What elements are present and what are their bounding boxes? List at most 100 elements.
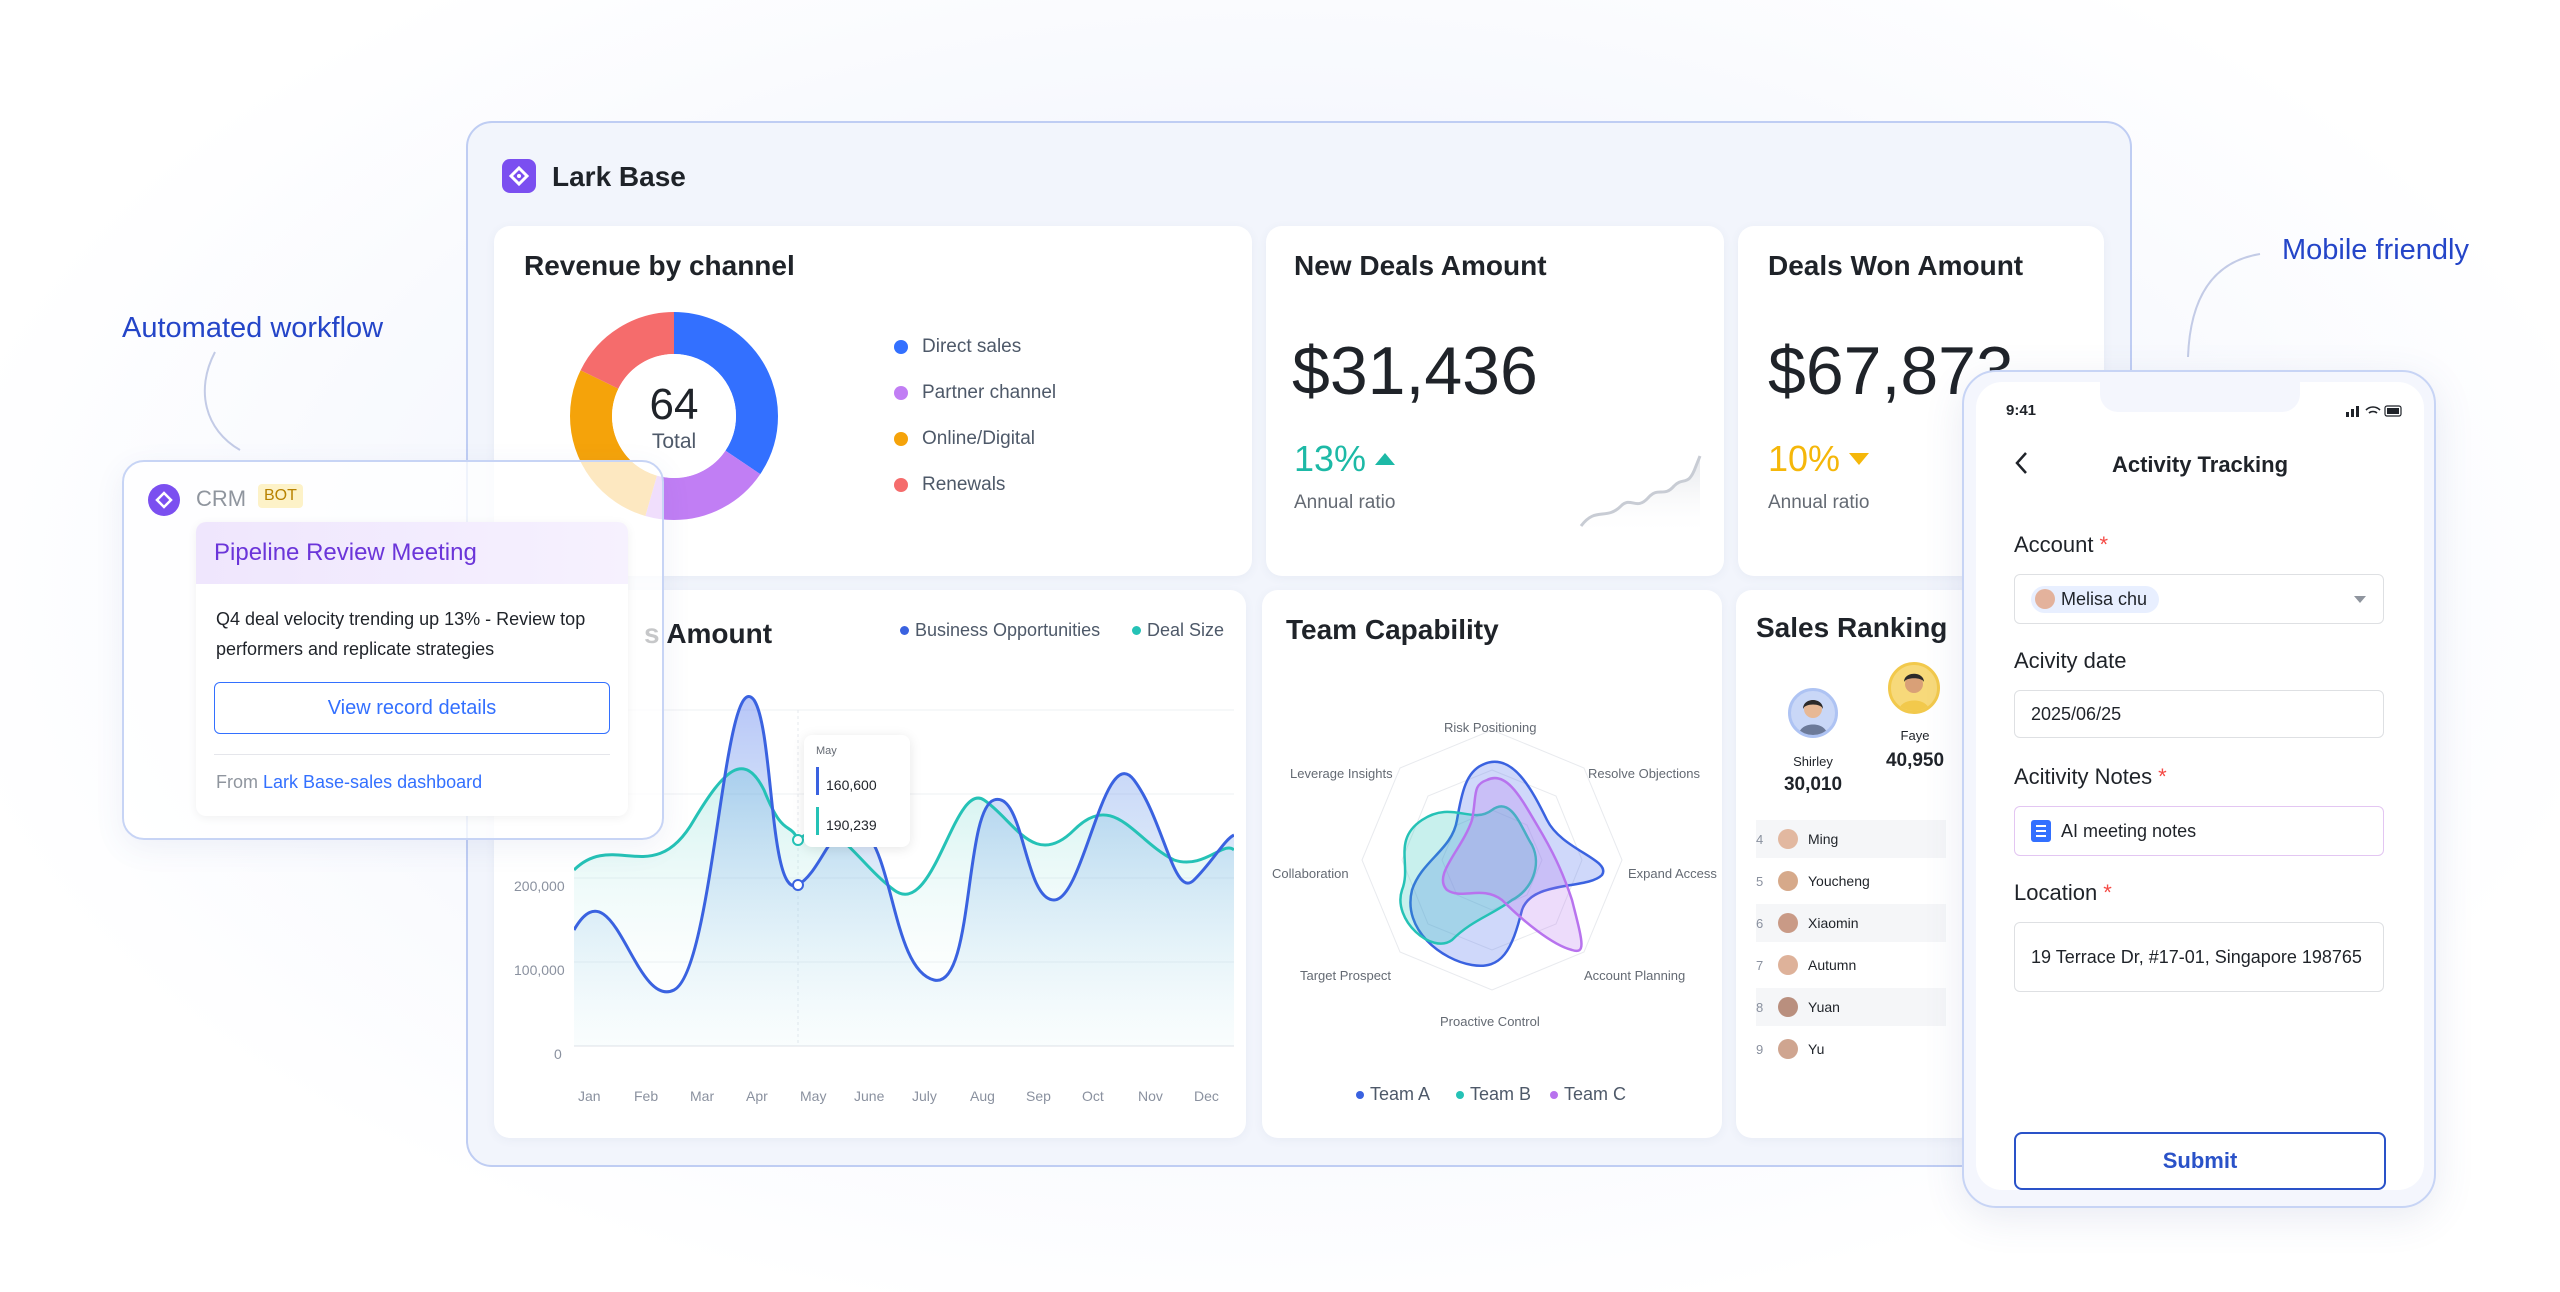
avatar-icon: [1778, 829, 1798, 849]
deals-won-ratio-label: Annual ratio: [1768, 492, 1870, 513]
legend-online-digital: Online/Digital: [894, 428, 1035, 450]
dropdown-caret-icon: [2354, 596, 2366, 603]
ranking-row-7[interactable]: 7 Autumn: [1756, 955, 1857, 975]
new-deals-ratio-label: Annual ratio: [1294, 492, 1396, 513]
team-capability-title: Team Capability: [1286, 614, 1499, 645]
new-deals-title: New Deals Amount: [1294, 250, 1547, 281]
x-tick-apr: Apr: [746, 1088, 768, 1104]
radar-axis-target-prospect: Target Prospect: [1300, 968, 1392, 983]
meeting-title: Pipeline Review Meeting: [214, 539, 477, 566]
avatar-icon: [1778, 997, 1798, 1017]
notes-label: Acitivity Notes *: [2014, 764, 2167, 789]
donut-total-label: Total: [651, 430, 697, 453]
radar-axis-collaboration: Collaboration: [1272, 866, 1349, 881]
x-tick-oct: Oct: [1082, 1088, 1104, 1104]
crm-source-link[interactable]: Lark Base-sales dashboard: [263, 772, 483, 792]
x-tick-dec: Dec: [1194, 1088, 1219, 1104]
revenue-card-title: Revenue by channel: [524, 250, 795, 281]
notes-field[interactable]: AI meeting notes: [2014, 806, 2384, 856]
amount-chart-title: s Amount: [644, 618, 773, 649]
amount-chart-card[interactable]: s Amount Business Opportunities Deal Siz…: [494, 590, 1246, 1138]
avatar-faye: [1888, 662, 1940, 714]
deals-won-ratio: 10%: [1768, 438, 1870, 480]
account-select[interactable]: Melisa chu: [2014, 574, 2384, 624]
may-point-deal-size: [792, 834, 804, 846]
top-value-faye: 40,950: [1885, 750, 1945, 771]
avatar-icon: [1778, 913, 1798, 933]
ranking-row-4[interactable]: 4 Ming: [1756, 820, 1946, 858]
status-icons: [2346, 405, 2402, 417]
ranking-row-8[interactable]: 8 Yuan: [1756, 988, 1946, 1026]
donut-total-value: 64: [649, 380, 699, 429]
avatar-shirley: [1788, 688, 1838, 738]
top-name-shirley: Shirley: [1793, 754, 1833, 769]
mobile-screen: 9:41 Activity Tracking Account * Melisa c…: [1976, 382, 2424, 1190]
top-name-faye: Faye: [1900, 728, 1930, 743]
sales-ranking-card[interactable]: Sales Ranking Shirley 30,010 Faye 40,950…: [1736, 590, 1976, 1138]
crm-source: From Lark Base-sales dashboard: [216, 772, 483, 792]
chart-tooltip: May 160,600 190,239: [804, 735, 910, 847]
app-title: Lark Base: [552, 161, 686, 192]
radar-axis-expand-access: Expand Access: [1628, 866, 1717, 881]
crm-message-card: Pipeline Review Meeting Q4 deal velocity…: [196, 522, 628, 816]
submit-button[interactable]: Submit: [2014, 1132, 2386, 1190]
new-deals-card[interactable]: New Deals Amount $31,436 13% Annual rati…: [1266, 226, 1724, 576]
ranking-row-9[interactable]: 9 Yu: [1756, 1039, 1825, 1059]
deals-won-title: Deals Won Amount: [1768, 250, 2024, 281]
location-label: Location *: [2014, 880, 2112, 905]
legend-team-b: Team B: [1456, 1084, 1531, 1105]
radar-axis-leverage-insights: Leverage Insights: [1290, 766, 1393, 781]
x-tick-june: June: [854, 1088, 885, 1104]
account-chip[interactable]: Melisa chu: [2031, 585, 2160, 613]
new-deals-value: $31,436: [1292, 333, 1538, 409]
radar-axis-resolve-objections: Resolve Objections: [1588, 766, 1700, 781]
date-field[interactable]: 2025/06/25: [2014, 690, 2384, 738]
x-tick-nov: Nov: [1138, 1088, 1163, 1104]
x-tick-jan: Jan: [578, 1088, 601, 1104]
avatar-icon: [1778, 1039, 1798, 1059]
lark-base-logo-icon: [502, 159, 536, 193]
ranking-row-5[interactable]: 5 Youcheng: [1756, 871, 1870, 891]
y-tick-0: 0: [554, 1046, 562, 1062]
radar-axis-proactive-control: Proactive Control: [1440, 1014, 1540, 1029]
location-field[interactable]: 19 Terrace Dr, #17-01, Singapore 198765: [2014, 922, 2384, 992]
x-tick-july: July: [912, 1088, 937, 1104]
ranking-row-6[interactable]: 6 Xiaomin: [1756, 904, 1946, 942]
legend-renewals: Renewals: [894, 474, 1005, 496]
date-label: Acivity date: [2014, 648, 2127, 673]
notch: [2100, 382, 2300, 412]
revenue-donut-chart[interactable]: [564, 306, 784, 526]
account-label: Account *: [2014, 532, 2109, 557]
x-tick-may: May: [800, 1088, 827, 1104]
radar-axis-risk-positioning: Risk Positioning: [1444, 720, 1537, 735]
mobile-connector: [2187, 253, 2261, 358]
mobile-title: Activity Tracking: [2111, 452, 2289, 477]
legend-team-a: Team A: [1356, 1084, 1430, 1105]
trend-up-icon: [1375, 453, 1396, 465]
donut-renewals: [570, 312, 778, 520]
crm-message-text: Q4 deal velocity trending up 13% - Revie…: [216, 609, 586, 659]
back-chevron-icon[interactable]: [2014, 450, 2030, 476]
donut-online-digital: [570, 312, 778, 520]
view-record-button[interactable]: View record details: [214, 682, 610, 734]
avatar-icon: [1778, 955, 1798, 975]
mobile-device: 9:41 Activity Tracking Account * Melisa c…: [1962, 370, 2436, 1208]
legend-team-c: Team C: [1550, 1084, 1626, 1105]
legend-direct-sales: Direct sales: [894, 336, 1021, 358]
team-radar-chart[interactable]: [1352, 720, 1632, 1000]
document-icon: [2031, 820, 2051, 842]
automated-workflow-callout: Automated workflow: [122, 312, 384, 344]
sales-ranking-title: Sales Ranking: [1756, 612, 1948, 643]
tooltip-month: May: [816, 745, 837, 757]
crm-bot-badge: BOT: [258, 484, 303, 508]
mobile-friendly-callout: Mobile friendly: [2282, 234, 2469, 266]
new-deals-ratio: 13%: [1294, 438, 1396, 480]
y-tick-100k: 100,000: [514, 962, 565, 978]
trend-down-icon: [1849, 453, 1870, 465]
radar-axis-account-planning: Account Planning: [1584, 968, 1686, 983]
team-capability-card[interactable]: Team Capability Risk Positioning Resolve…: [1262, 590, 1722, 1138]
top-value-shirley: 30,010: [1783, 774, 1843, 795]
may-point-opportunities: [792, 879, 804, 891]
new-deals-sparkline: [1579, 455, 1702, 536]
tooltip-value-b: 190,239: [826, 817, 877, 833]
